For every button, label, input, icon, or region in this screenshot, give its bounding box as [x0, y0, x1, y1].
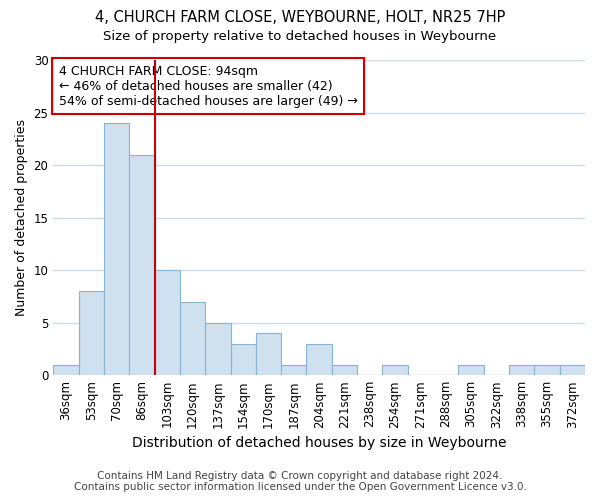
Bar — [104, 123, 129, 375]
Bar — [129, 154, 155, 375]
Text: 4, CHURCH FARM CLOSE, WEYBOURNE, HOLT, NR25 7HP: 4, CHURCH FARM CLOSE, WEYBOURNE, HOLT, N… — [95, 10, 505, 25]
Bar — [205, 322, 230, 375]
Bar — [382, 364, 408, 375]
Bar — [230, 344, 256, 375]
Text: 4 CHURCH FARM CLOSE: 94sqm
← 46% of detached houses are smaller (42)
54% of semi: 4 CHURCH FARM CLOSE: 94sqm ← 46% of deta… — [59, 64, 358, 108]
Bar — [535, 364, 560, 375]
Bar — [560, 364, 585, 375]
Bar — [155, 270, 180, 375]
Bar — [332, 364, 357, 375]
Bar — [256, 333, 281, 375]
Text: Size of property relative to detached houses in Weybourne: Size of property relative to detached ho… — [103, 30, 497, 43]
Y-axis label: Number of detached properties: Number of detached properties — [15, 119, 28, 316]
Bar — [53, 364, 79, 375]
Bar — [307, 344, 332, 375]
Bar — [458, 364, 484, 375]
X-axis label: Distribution of detached houses by size in Weybourne: Distribution of detached houses by size … — [132, 436, 506, 450]
Bar — [79, 291, 104, 375]
Text: Contains HM Land Registry data © Crown copyright and database right 2024.
Contai: Contains HM Land Registry data © Crown c… — [74, 471, 526, 492]
Bar — [281, 364, 307, 375]
Bar — [180, 302, 205, 375]
Bar — [509, 364, 535, 375]
